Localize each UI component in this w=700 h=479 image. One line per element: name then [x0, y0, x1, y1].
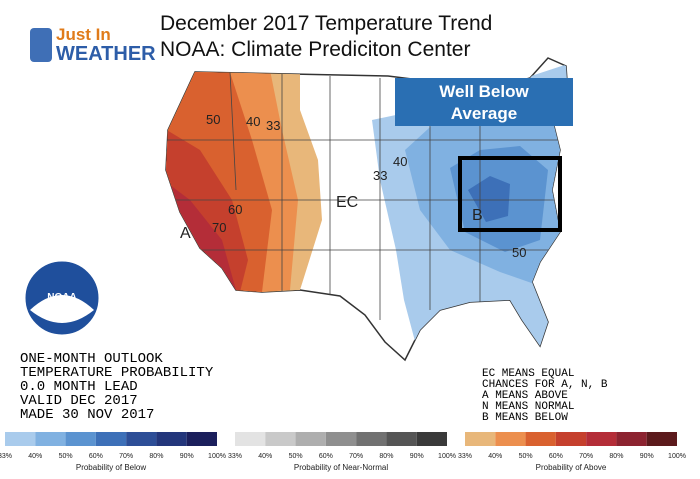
legends: 33% 40% 50% 60% 70% 80% 90% 100% Probability of …	[0, 432, 686, 472]
legend-swatch	[65, 432, 96, 446]
outlook-line: MADE 30 NOV 2017	[20, 407, 154, 423]
legend-tick: 50%	[289, 453, 303, 460]
contour-label: 33	[266, 118, 280, 133]
outlook-line: ONE-MONTH OUTLOOK	[20, 351, 163, 367]
callout-line: Well Below	[439, 82, 529, 101]
legend-tick: 33%	[458, 453, 472, 460]
legend-tick: 50%	[59, 453, 73, 460]
subtitle: NOAA: Climate Prediciton Center	[160, 38, 470, 61]
logo-line2: WEATHER	[56, 43, 156, 65]
title: December 2017 Temperature Trend	[160, 12, 492, 35]
legend-tick: 100%	[208, 453, 226, 460]
state-lines	[166, 71, 568, 320]
legend-swatch	[386, 432, 417, 446]
legend-swatch	[646, 432, 677, 446]
region-label: A	[180, 225, 191, 242]
legend-tick: 80%	[609, 453, 623, 460]
legend-swatch	[325, 432, 357, 446]
contour-label: 60	[228, 202, 242, 217]
contour-label: 70	[212, 220, 226, 235]
region-label: B	[472, 207, 483, 224]
legend-swatch	[35, 432, 66, 446]
legend-note: N MEANS NORMAL	[482, 401, 574, 413]
legend-swatch	[5, 432, 36, 446]
contour-label: 40	[246, 114, 260, 129]
legend-swatch	[616, 432, 647, 446]
map: 50 40 33 60 70 A EC 33 40 B 50	[165, 57, 569, 362]
legend-tick: 50%	[519, 453, 533, 460]
region-label: EC	[336, 194, 358, 211]
outlook-line: VALID DEC 2017	[20, 393, 138, 409]
legend-tick: 60%	[319, 453, 333, 460]
legend-tick: 60%	[549, 453, 563, 460]
noaa-text: NOAA	[47, 292, 76, 303]
legend-tick: 60%	[89, 453, 103, 460]
legend-note: EC MEANS EQUAL	[482, 368, 574, 380]
outlook-line: TEMPERATURE PROBABILITY	[20, 365, 214, 381]
contour-label: 50	[512, 245, 526, 260]
noaa-gull	[30, 295, 94, 323]
logo-phone	[30, 28, 52, 62]
legend-swatch	[586, 432, 617, 446]
legend-swatch	[95, 432, 127, 446]
legend-swatch	[186, 432, 217, 446]
contour-label: 50	[206, 112, 220, 127]
legend-tick: 90%	[180, 453, 194, 460]
logo: Just In WEATHER	[30, 25, 156, 65]
legend-tick: 33%	[228, 453, 242, 460]
legend-tick: 90%	[410, 453, 424, 460]
legend-tick: 100%	[438, 453, 456, 460]
legend-title: Probability of Near-Normal	[294, 463, 388, 472]
legend-swatch	[356, 432, 387, 446]
legend-tick: 80%	[149, 453, 163, 460]
legend-note: CHANCES FOR A, N, B	[482, 379, 608, 391]
below-60	[468, 176, 510, 222]
legend-tick: 33%	[0, 453, 12, 460]
map-labels: 50 40 33 60 70 A EC 33 40 B 50	[180, 112, 526, 260]
legend-swatch	[235, 432, 266, 446]
legend-note: B MEANS BELOW	[482, 412, 568, 424]
legend-tick: 70%	[119, 453, 133, 460]
callout-box	[395, 78, 573, 126]
legend-swatch	[416, 432, 447, 446]
callout-line: Average	[451, 104, 517, 123]
outlook-line: 0.0 MONTH LEAD	[20, 379, 138, 395]
legend-tick: 40%	[28, 453, 42, 460]
legend-tick: 40%	[258, 453, 272, 460]
noaa-logo: NOAA	[22, 258, 102, 338]
highlight-box	[458, 156, 562, 232]
legend-swatch	[265, 432, 296, 446]
contour-label: 33	[373, 168, 387, 183]
legend-tick: 40%	[488, 453, 502, 460]
legend-tick: 70%	[579, 453, 593, 460]
legend-swatch	[465, 432, 496, 446]
legend-swatch	[555, 432, 587, 446]
legend-swatch	[495, 432, 526, 446]
legend-tick: 70%	[349, 453, 363, 460]
legend-title: Probability of Above	[536, 463, 607, 472]
legend-tick: 100%	[668, 453, 686, 460]
contour-label: 40	[393, 154, 407, 169]
legend-swatch	[126, 432, 157, 446]
legend-tick: 90%	[640, 453, 654, 460]
legend-title: Probability of Below	[76, 463, 146, 472]
legend-swatch	[295, 432, 326, 446]
legend-tick: 80%	[379, 453, 393, 460]
logo-line1: Just In	[56, 25, 111, 44]
legend-note: A MEANS ABOVE	[482, 390, 568, 402]
legend-swatch	[156, 432, 187, 446]
legend-swatch	[525, 432, 556, 446]
